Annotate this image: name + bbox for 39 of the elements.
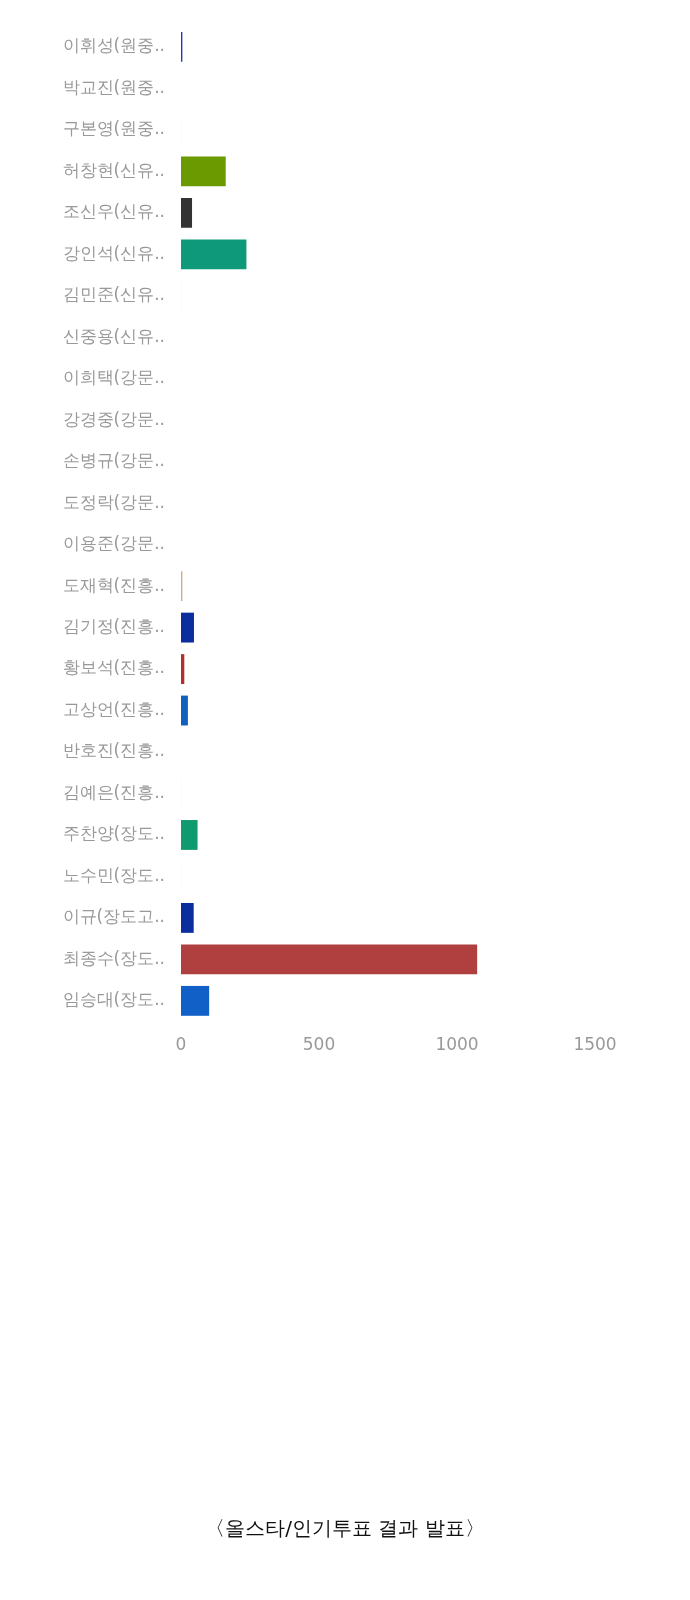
y-tick-label: 반호진(진흥.. bbox=[62, 740, 165, 761]
y-tick-label: 신중용(신유.. bbox=[62, 325, 165, 346]
x-tick-label: 500 bbox=[302, 1034, 336, 1055]
y-tick-label: 고상언(진흥.. bbox=[62, 698, 165, 719]
x-tick-label: 1000 bbox=[435, 1034, 479, 1055]
y-tick-label: 주찬양(장도.. bbox=[62, 823, 165, 844]
bar bbox=[181, 156, 226, 187]
bar bbox=[181, 902, 194, 933]
y-tick-label: 황보석(진흥.. bbox=[62, 657, 165, 678]
y-tick-label: 김기정(진흥.. bbox=[62, 616, 165, 637]
x-tick-label: 0 bbox=[175, 1034, 187, 1055]
y-tick-label: 김민준(신유.. bbox=[62, 284, 165, 305]
y-tick-label: 손병규(강문.. bbox=[62, 450, 165, 471]
text: 〈올스타/인기투표 결과 발표〉 bbox=[204, 1515, 486, 1542]
bar bbox=[181, 654, 185, 684]
y-tick-label: 김예은(진흥.. bbox=[62, 781, 165, 802]
y-tick-label: 강인석(신유.. bbox=[62, 242, 165, 263]
y-tick-label: 강경중(강문.. bbox=[62, 408, 165, 429]
bar bbox=[181, 612, 194, 643]
y-tick-label: 이규(장도고.. bbox=[62, 906, 165, 927]
y-tick-label: 이용준(강문.. bbox=[62, 533, 165, 554]
y-tick-label: 이휘성(원중.. bbox=[62, 35, 165, 56]
bar bbox=[181, 985, 210, 1016]
bar bbox=[181, 239, 247, 270]
y-tick-label: 조신우(신유.. bbox=[62, 201, 165, 222]
y-tick-label: 구본영(원중.. bbox=[62, 118, 165, 139]
y-tick-label: 이희택(강문.. bbox=[62, 367, 165, 388]
bar bbox=[181, 944, 478, 975]
y-tick-label: 박교진(원중.. bbox=[62, 76, 165, 97]
y-tick-label: 허창현(신유.. bbox=[62, 159, 165, 180]
bar bbox=[181, 197, 193, 228]
y-tick-label: 도정락(강문.. bbox=[62, 491, 165, 512]
y-tick-label: 노수민(장도.. bbox=[62, 864, 165, 885]
y-tick-label: 도재혁(진흥.. bbox=[62, 574, 165, 595]
bar bbox=[181, 695, 188, 726]
y-tick-label: 임승대(장도.. bbox=[62, 989, 165, 1010]
x-tick-label: 1500 bbox=[573, 1034, 617, 1055]
y-tick-label: 최종수(장도.. bbox=[62, 947, 165, 968]
bar bbox=[181, 820, 198, 850]
